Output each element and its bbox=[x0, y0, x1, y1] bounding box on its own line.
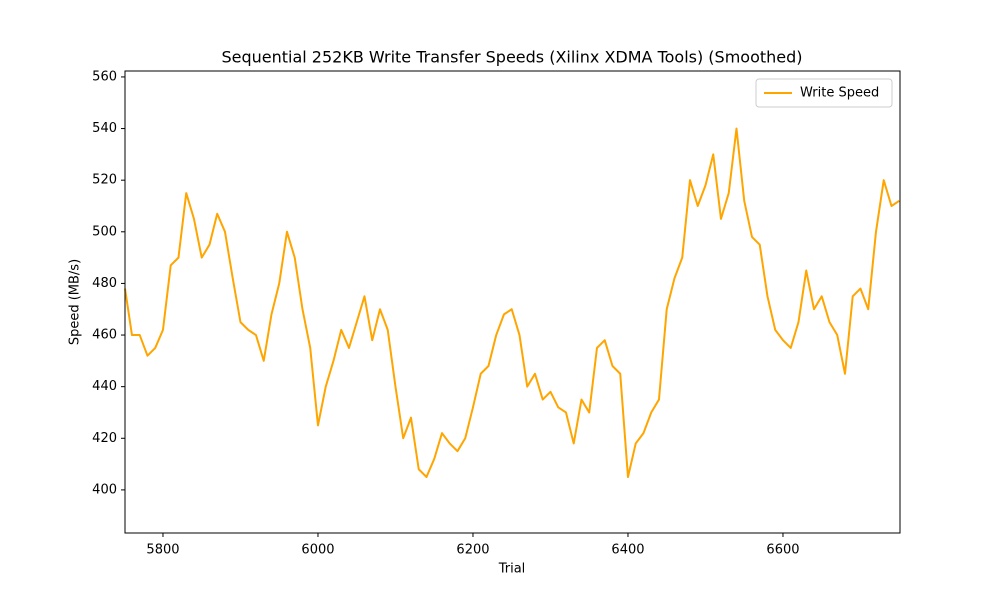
x-axis-label: Trial bbox=[498, 562, 526, 577]
x-tick-label: 6000 bbox=[301, 543, 334, 558]
y-tick-label: 500 bbox=[92, 224, 117, 239]
chart-title: Sequential 252KB Write Transfer Speeds (… bbox=[221, 48, 802, 67]
y-tick-label: 480 bbox=[92, 276, 117, 291]
x-tick-label: 6600 bbox=[766, 543, 799, 558]
line bbox=[124, 127, 900, 478]
y-tick-label: 520 bbox=[92, 173, 117, 188]
x-tick-label: 5800 bbox=[146, 543, 179, 558]
y-tick-label: 420 bbox=[92, 431, 117, 446]
x-tick-label: 6400 bbox=[611, 543, 644, 558]
y-tick-label: 560 bbox=[92, 69, 117, 84]
legend-box bbox=[755, 78, 893, 108]
y-tick-label: 440 bbox=[92, 379, 117, 394]
y-tick-label: 460 bbox=[92, 328, 117, 343]
plot-frame bbox=[124, 70, 901, 534]
legend-label: Write Speed bbox=[800, 86, 879, 101]
y-tick-label: 400 bbox=[92, 482, 117, 497]
x-tick-label: 6200 bbox=[456, 543, 489, 558]
y-tick-label: 540 bbox=[92, 121, 117, 136]
y-axis-label: Speed (MB/s) bbox=[68, 259, 83, 345]
